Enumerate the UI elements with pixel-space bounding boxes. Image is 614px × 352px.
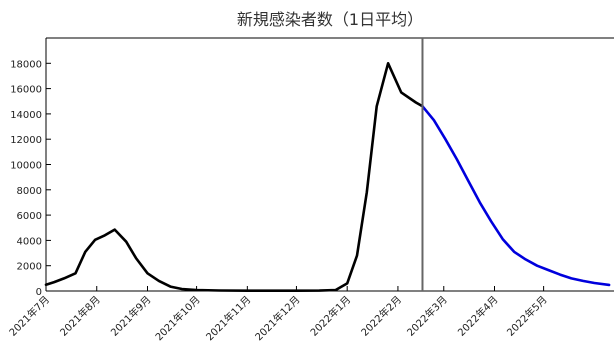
y-tick-label: 6000 — [17, 211, 42, 222]
x-tick-label: 2021年10月 — [152, 293, 202, 343]
y-tick-label: 14000 — [10, 110, 42, 121]
x-tick-label: 2021年12月 — [252, 293, 302, 343]
y-tick-label: 2000 — [17, 262, 42, 273]
series-line-observed — [44, 62, 424, 292]
y-tick-label: 12000 — [10, 135, 42, 146]
series-layer — [44, 62, 611, 292]
x-tick-label: 2021年8月 — [57, 293, 103, 339]
x-tick-label: 2021年11月 — [203, 293, 253, 343]
y-tick-label: 18000 — [10, 59, 42, 70]
x-tick-label: 2022年4月 — [455, 293, 501, 339]
y-tick-label: 10000 — [10, 161, 42, 172]
x-tick-label: 2021年9月 — [108, 293, 154, 339]
x-tick-label: 2022年3月 — [404, 293, 450, 339]
x-tick-label: 2021年7月 — [6, 293, 52, 339]
y-tick-label: 16000 — [10, 85, 42, 96]
x-tick-label: 2022年2月 — [358, 293, 404, 339]
series-line-projected — [421, 105, 611, 287]
chart-title: 新規感染者数（1日平均） — [237, 10, 423, 29]
x-tick-label: 2022年5月 — [504, 293, 550, 339]
axes: 0 2000 4000 6000 8000 10000 12000 14000 16000 180… — [6, 37, 614, 343]
x-tick-label: 2022年1月 — [307, 293, 353, 339]
y-tick-label: 8000 — [17, 186, 42, 197]
y-tick-label: 0 — [36, 287, 42, 298]
y-tick-label: 4000 — [17, 236, 42, 247]
